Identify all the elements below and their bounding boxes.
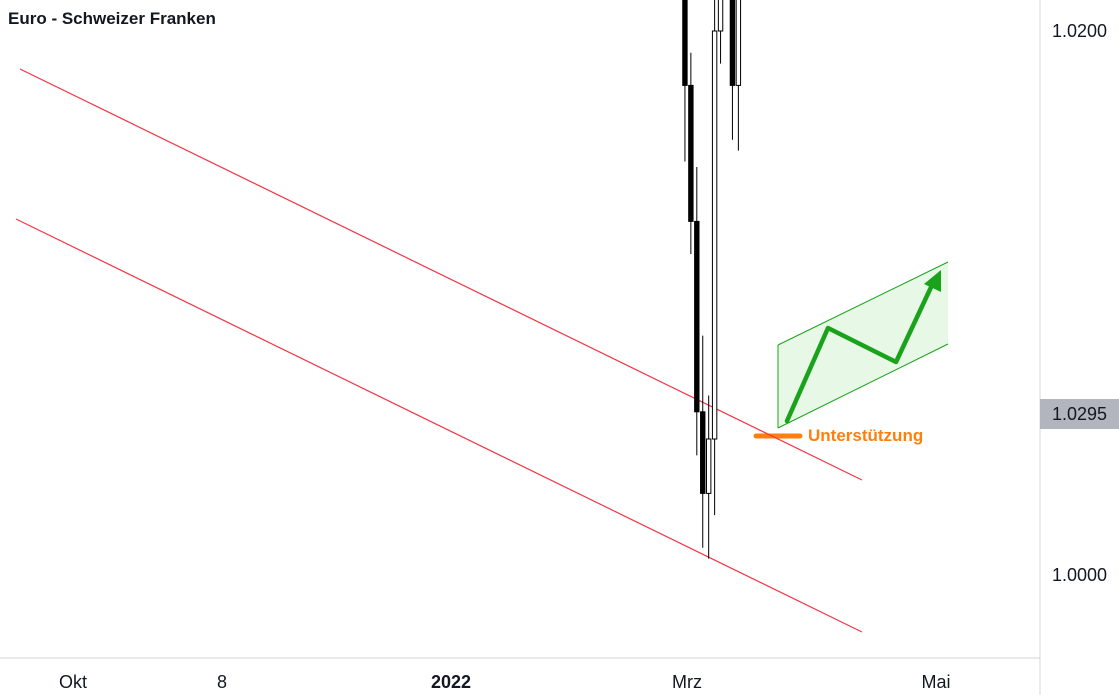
candle xyxy=(705,395,712,559)
projection-lower-line xyxy=(777,343,949,429)
candle-body xyxy=(700,411,706,494)
current-price-label: 1.0295 xyxy=(1040,399,1119,429)
candle xyxy=(717,0,724,64)
channel-upper-line xyxy=(19,68,863,481)
x-tick-label: Mai xyxy=(921,672,950,692)
candle-body xyxy=(682,0,688,86)
support-annotation: Unterstützung xyxy=(808,426,924,445)
candle xyxy=(688,52,694,255)
x-tick-label: 8 xyxy=(217,672,227,692)
x-tick-label: Mrz xyxy=(672,672,702,692)
channel-lower-line xyxy=(15,218,863,633)
projection-path xyxy=(784,280,936,424)
candle xyxy=(694,167,700,456)
candles xyxy=(682,0,742,559)
projection-group xyxy=(753,261,949,439)
candle xyxy=(682,0,688,162)
candle xyxy=(735,0,742,151)
y-tick-label: 1.0000 xyxy=(1052,565,1107,585)
candle-body xyxy=(717,0,724,32)
candle xyxy=(711,0,718,516)
candle-body xyxy=(694,220,700,413)
candle xyxy=(729,0,736,140)
candle-body xyxy=(688,84,694,222)
projection-arrowhead xyxy=(924,270,941,292)
candle xyxy=(700,335,706,548)
candle-body xyxy=(705,438,712,494)
chart-title: Euro - Schweizer Franken xyxy=(8,9,216,28)
candle-body xyxy=(735,0,742,86)
x-tick-label: Okt xyxy=(59,672,87,692)
trend-channel xyxy=(15,68,863,633)
candle-body xyxy=(729,0,736,86)
y-tick-label: 1.0200 xyxy=(1052,21,1107,41)
x-tick-label: 2022 xyxy=(431,672,471,692)
projection-upper-line xyxy=(777,261,949,346)
candle-body xyxy=(711,30,718,440)
